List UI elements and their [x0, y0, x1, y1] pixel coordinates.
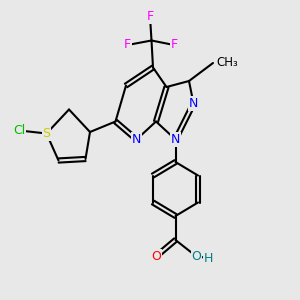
Text: F: F: [146, 10, 154, 23]
Text: N: N: [171, 133, 180, 146]
Text: N: N: [132, 133, 141, 146]
Text: O: O: [151, 250, 161, 263]
Text: F: F: [170, 38, 178, 52]
Text: N: N: [189, 97, 198, 110]
Text: H: H: [204, 251, 213, 265]
Text: F: F: [124, 38, 131, 52]
Text: S: S: [43, 127, 50, 140]
Text: CH₃: CH₃: [217, 56, 238, 70]
Text: Cl: Cl: [14, 124, 26, 137]
Text: O: O: [192, 250, 201, 263]
